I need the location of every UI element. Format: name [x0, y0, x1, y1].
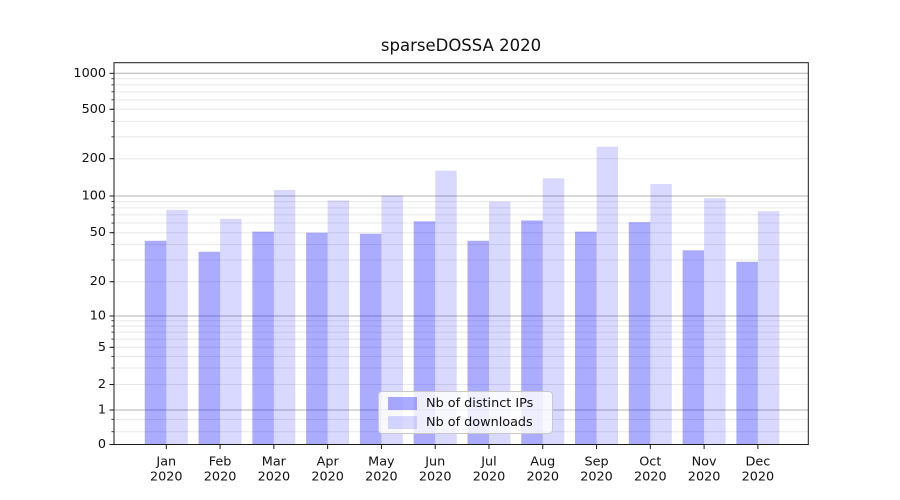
bar-nb-of-downloads-aug [542, 178, 565, 445]
x-tick-label-month: Sep [584, 455, 608, 470]
x-tick-label-year: 2020 [634, 470, 667, 485]
y-tick-label: 50 [90, 225, 106, 240]
bar-nb-of-downloads-dec [757, 211, 780, 445]
y-tick-label: 100 [82, 189, 106, 204]
bar-nb-of-distinct-ips-aug [521, 220, 543, 445]
legend: Nb of distinct IPs Nb of downloads [378, 391, 553, 434]
bar-nb-of-distinct-ips-jan [144, 240, 167, 445]
bar-nb-of-downloads-oct [650, 183, 672, 445]
legend-item-downloads: Nb of downloads [388, 414, 543, 430]
x-tick-label-year: 2020 [688, 470, 721, 485]
y-tick-label: 1 [98, 403, 106, 418]
bar-nb-of-downloads-may [381, 195, 403, 445]
x-tick-label-month: Jul [480, 455, 496, 470]
x-tick-label-year: 2020 [365, 470, 398, 485]
x-tick-label-month: Jun [424, 455, 445, 470]
x-tick-label-year: 2020 [526, 470, 559, 485]
bar-nb-of-downloads-nov [704, 198, 726, 445]
x-tick-label-month: Feb [209, 455, 232, 470]
legend-label-downloads: Nb of downloads [426, 414, 533, 430]
x-tick-label-month: Jan [155, 455, 176, 470]
bar-nb-of-distinct-ips-jun [413, 221, 436, 445]
x-tick-label-month: Mar [262, 455, 287, 470]
x-tick-label-year: 2020 [419, 470, 452, 485]
y-tick-label: 500 [82, 102, 106, 117]
plot-border [113, 62, 809, 445]
bar-nb-of-downloads-apr [327, 200, 350, 445]
x-tick-label-year: 2020 [258, 470, 291, 485]
x-tick-label-year: 2020 [473, 470, 506, 485]
x-tick-label-year: 2020 [150, 470, 183, 485]
y-tick-label: 0 [98, 437, 106, 452]
y-tick-label: 10 [90, 309, 106, 324]
legend-label-distinct-ips: Nb of distinct IPs [426, 395, 534, 411]
bar-nb-of-distinct-ips-apr [306, 232, 328, 445]
legend-swatch-downloads [388, 415, 417, 429]
gridlines [114, 72, 809, 433]
x-tick-label-month: Nov [692, 455, 717, 470]
y-tick-label: 1000 [73, 66, 106, 81]
x-tick-label-year: 2020 [580, 470, 613, 485]
y-tick-label: 200 [82, 151, 106, 166]
bar-nb-of-distinct-ips-dec [736, 261, 758, 445]
legend-item-distinct-ips: Nb of distinct IPs [388, 395, 543, 411]
bar-nb-of-distinct-ips-nov [682, 250, 705, 445]
x-tick-label-year: 2020 [311, 470, 344, 485]
x-tick-label-month: Dec [745, 455, 770, 470]
bar-nb-of-distinct-ips-feb [198, 251, 221, 445]
bar-nb-of-downloads-feb [220, 218, 242, 445]
bar-nb-of-distinct-ips-mar [252, 231, 274, 445]
y-tick-label: 5 [98, 340, 106, 355]
chart-title: sparseDOSSA 2020 [380, 36, 542, 55]
bar-nb-of-distinct-ips-oct [628, 222, 651, 445]
x-tick-label-year: 2020 [742, 470, 775, 485]
x-tick-label-month: Aug [530, 455, 555, 470]
x-axis: Jan2020Feb2020Mar2020Apr2020May2020Jun20… [150, 444, 775, 485]
bar-nb-of-distinct-ips-may [359, 233, 382, 445]
bar-nb-of-distinct-ips-sep [575, 231, 597, 445]
x-tick-label-month: Apr [317, 455, 340, 470]
bar-nb-of-downloads-jul [488, 201, 511, 445]
x-tick-label-month: Oct [639, 455, 661, 470]
y-tick-label: 2 [98, 377, 106, 392]
x-tick-label-month: May [368, 455, 395, 470]
legend-swatch-distinct-ips [388, 396, 417, 410]
bars [144, 146, 780, 445]
bar-nb-of-downloads-jun [435, 170, 457, 445]
y-axis: 0 1 2 5 10 20 50 100 200 500 1000 [73, 66, 114, 452]
bar-nb-of-downloads-jan [166, 209, 188, 445]
x-tick-label-year: 2020 [204, 470, 237, 485]
y-tick-label: 20 [90, 274, 106, 289]
bar-nb-of-downloads-mar [273, 189, 296, 445]
bar-nb-of-downloads-sep [596, 146, 619, 445]
